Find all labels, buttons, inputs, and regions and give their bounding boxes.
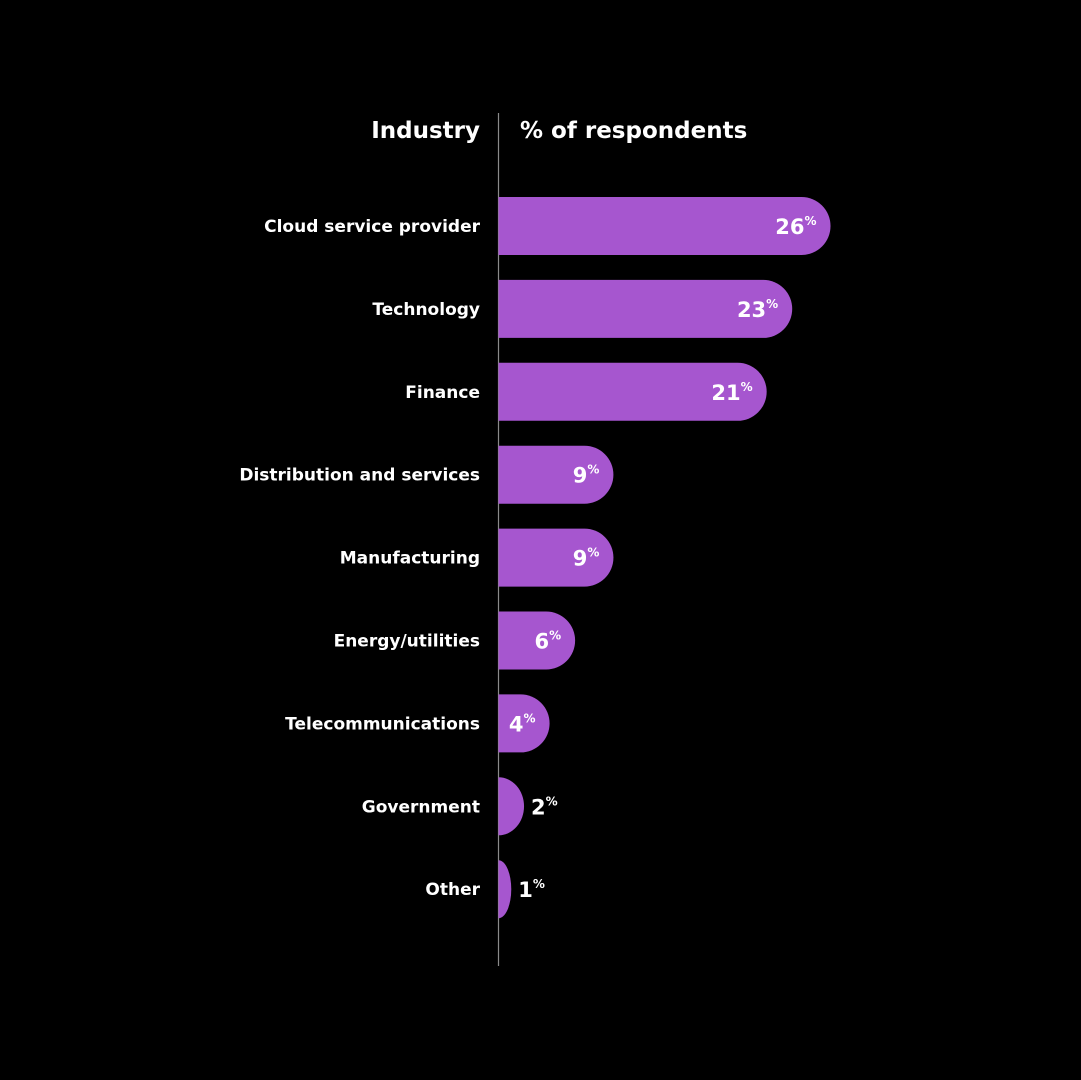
category-label: Energy/utilities: [334, 632, 480, 652]
bar: [498, 445, 614, 504]
category-label: Other: [425, 880, 480, 900]
category-label: Technology: [372, 300, 480, 320]
category-label: Telecommunications: [285, 714, 480, 734]
category-label: Finance: [405, 383, 480, 403]
bar: [498, 860, 512, 919]
category-label: Manufacturing: [340, 549, 480, 569]
data-label: 21%: [711, 380, 752, 405]
bar: [498, 777, 525, 836]
bar-row: Energy/utilities 6%: [334, 611, 576, 670]
bar-row: Distribution and services 9%: [239, 445, 614, 504]
data-label: 26%: [775, 214, 816, 239]
bar-row: Finance 21%: [405, 362, 767, 421]
category-label: Cloud service provider: [264, 217, 480, 237]
data-label: 23%: [737, 297, 778, 322]
category-column-header: Industry: [371, 118, 480, 144]
bar: [498, 694, 550, 753]
data-label: 4%: [509, 711, 536, 736]
category-label: Government: [362, 797, 480, 817]
value-column-header: % of respondents: [520, 118, 747, 144]
bars-layer: Cloud service provider 26% Technology 23% Fi…: [239, 197, 831, 919]
bar-row: Other 1%: [425, 860, 545, 919]
bar: [498, 279, 793, 338]
bar-row: Cloud service provider 26%: [264, 197, 831, 255]
data-label: 9%: [573, 463, 600, 488]
data-label: 6%: [534, 629, 561, 654]
bar-row: Telecommunications 4%: [285, 694, 550, 753]
bar-row: Government 2%: [362, 777, 558, 836]
bar-row: Technology 23%: [372, 279, 793, 338]
data-label: 2%: [531, 794, 558, 819]
category-label: Distribution and services: [239, 466, 480, 486]
bar: [498, 197, 831, 255]
bar: [498, 611, 576, 670]
bar: [498, 528, 614, 587]
data-label: 1%: [518, 877, 545, 902]
data-label: 9%: [573, 546, 600, 571]
bar: [498, 362, 767, 421]
bar-row: Manufacturing 9%: [340, 528, 614, 587]
